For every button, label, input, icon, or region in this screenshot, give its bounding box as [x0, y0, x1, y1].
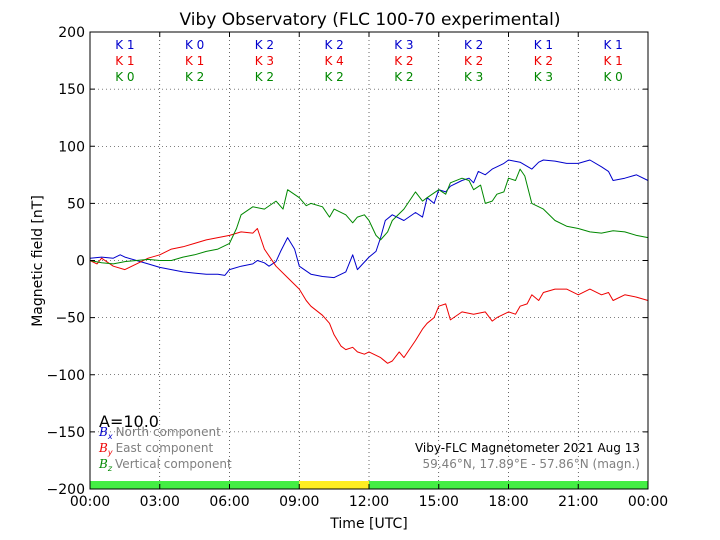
- x-tick-label: 00:00: [628, 494, 668, 510]
- k-index-vertical: K 0: [115, 70, 134, 84]
- x-tick-label: 03:00: [140, 494, 180, 510]
- y-tick-label: −200: [47, 482, 85, 498]
- y-axis-label: Magnetic field [nT]: [30, 195, 46, 327]
- k-index-north: K 3: [394, 38, 413, 52]
- x-axis-label: Time [UTC]: [329, 516, 407, 532]
- k-index-east: K 1: [185, 54, 204, 68]
- legend-subscript: z: [107, 464, 113, 473]
- info-line-2: 59.46°N, 17.89°E - 57.86°N (magn.): [423, 457, 640, 471]
- series-line-vertical: [89, 168, 649, 265]
- y-tick-label: 200: [58, 25, 85, 41]
- k-index-labels: K 1 K 0 K 2 K 2 K 3 K 2 K 1 K 1 K 1 K 1 K 3 K 4 K 2 K…: [115, 38, 623, 84]
- k-index-east: K 2: [534, 54, 553, 68]
- k-index-north: K 2: [255, 38, 274, 52]
- y-tick-label: −150: [47, 425, 85, 441]
- k-index-east: K 1: [603, 54, 622, 68]
- activity-index: A=10.0: [99, 412, 159, 431]
- k-index-vertical: K 3: [534, 70, 553, 84]
- k-index-east: K 4: [324, 54, 343, 68]
- x-tick-label: 00:00: [70, 494, 110, 510]
- legend-label: North component: [116, 425, 222, 439]
- y-tick-label: −100: [47, 368, 85, 384]
- k-index-north: K 0: [185, 38, 204, 52]
- series-line-east: [89, 228, 649, 364]
- k-index-vertical: K 2: [255, 70, 274, 84]
- k-index-north: K 1: [115, 38, 134, 52]
- legend-label: Vertical component: [115, 457, 232, 471]
- legend-label: East component: [116, 441, 214, 455]
- y-tick-label: 150: [58, 82, 85, 98]
- x-tick-label: 15:00: [419, 494, 459, 510]
- y-tick-label: 50: [67, 196, 85, 212]
- k-index-vertical: K 3: [464, 70, 483, 84]
- legend-item-x: Bx North component: [98, 425, 221, 441]
- k-index-north: K 2: [464, 38, 483, 52]
- info-line-1: Viby-FLC Magnetometer 2021 Aug 13: [415, 441, 640, 455]
- legend-item-z: Bz Vertical component: [98, 457, 232, 473]
- x-axis-ticks: 00:00 03:00 06:00 09:00 12:00 15:00 18:00 21:00…: [70, 32, 668, 510]
- legend-subscript: x: [107, 432, 113, 441]
- k-index-east: K 2: [464, 54, 483, 68]
- k-index-vertical: K 2: [185, 70, 204, 84]
- k-index-vertical: K 2: [394, 70, 413, 84]
- status-segment-0: [90, 481, 300, 489]
- x-tick-label: 09:00: [279, 494, 319, 510]
- k-index-east: K 2: [394, 54, 413, 68]
- legend-symbol: B: [98, 457, 108, 471]
- legend-item-y: By East component: [98, 441, 213, 457]
- y-tick-label: 0: [76, 254, 85, 270]
- k-index-vertical: K 2: [324, 70, 343, 84]
- k-index-east: K 1: [115, 54, 134, 68]
- series-line-north: [89, 159, 649, 279]
- legend-symbol: B: [98, 425, 108, 439]
- k-index-north: K 1: [603, 38, 622, 52]
- x-tick-label: 18:00: [488, 494, 528, 510]
- k-index-east: K 3: [255, 54, 274, 68]
- legend-symbol: B: [98, 441, 108, 455]
- x-tick-label: 21:00: [558, 494, 598, 510]
- chart-title: Viby Observatory (FLC 100-70 experimenta…: [180, 10, 561, 30]
- y-axis-ticks: −200 −150 −100 −50 0 50 100 150 200: [47, 25, 648, 498]
- x-tick-label: 12:00: [349, 494, 389, 510]
- k-index-vertical: K 0: [603, 70, 622, 84]
- status-segment-1: [299, 481, 369, 489]
- k-index-north: K 1: [534, 38, 553, 52]
- series-group: [89, 159, 649, 364]
- legend-subscript: y: [107, 448, 113, 457]
- y-tick-label: −50: [55, 311, 85, 327]
- y-tick-label: 100: [58, 139, 85, 155]
- x-tick-label: 06:00: [209, 494, 249, 510]
- k-index-north: K 2: [324, 38, 343, 52]
